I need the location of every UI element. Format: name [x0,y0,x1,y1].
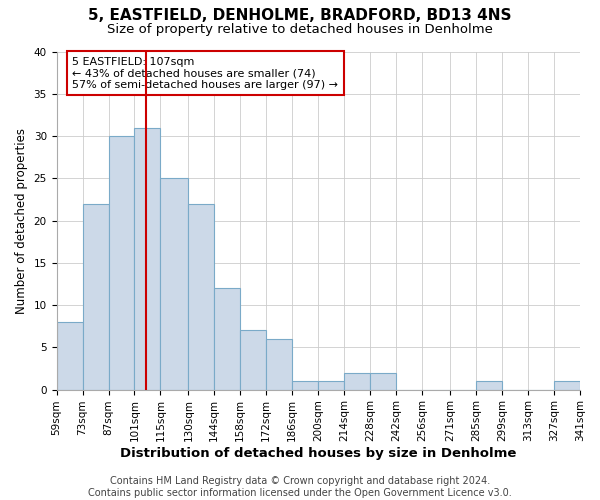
Bar [266,339,292,390]
Bar [476,381,502,390]
Bar [318,381,344,390]
Bar [160,178,188,390]
Bar [344,372,370,390]
Bar [83,204,109,390]
Bar [188,204,214,390]
Bar [56,322,83,390]
Bar [134,128,160,390]
Bar [370,372,396,390]
Y-axis label: Number of detached properties: Number of detached properties [15,128,28,314]
Bar [554,381,580,390]
Text: 5, EASTFIELD, DENHOLME, BRADFORD, BD13 4NS: 5, EASTFIELD, DENHOLME, BRADFORD, BD13 4… [88,8,512,22]
Bar [240,330,266,390]
Bar [292,381,318,390]
Text: Size of property relative to detached houses in Denholme: Size of property relative to detached ho… [107,22,493,36]
Text: 5 EASTFIELD: 107sqm
← 43% of detached houses are smaller (74)
57% of semi-detach: 5 EASTFIELD: 107sqm ← 43% of detached ho… [72,56,338,90]
X-axis label: Distribution of detached houses by size in Denholme: Distribution of detached houses by size … [120,447,517,460]
Bar [109,136,134,390]
Bar [214,288,240,390]
Text: Contains HM Land Registry data © Crown copyright and database right 2024.
Contai: Contains HM Land Registry data © Crown c… [88,476,512,498]
